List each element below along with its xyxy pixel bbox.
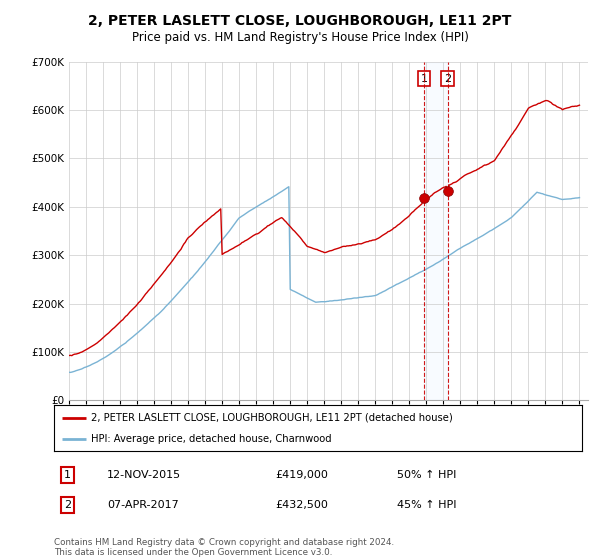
Text: £419,000: £419,000 (276, 470, 329, 480)
Text: 2: 2 (444, 73, 451, 83)
Text: £432,500: £432,500 (276, 500, 329, 510)
Text: 2, PETER LASLETT CLOSE, LOUGHBOROUGH, LE11 2PT: 2, PETER LASLETT CLOSE, LOUGHBOROUGH, LE… (88, 14, 512, 28)
Text: 2: 2 (64, 500, 71, 510)
Text: 07-APR-2017: 07-APR-2017 (107, 500, 179, 510)
Text: 45% ↑ HPI: 45% ↑ HPI (397, 500, 457, 510)
Text: 50% ↑ HPI: 50% ↑ HPI (397, 470, 457, 480)
Text: Contains HM Land Registry data © Crown copyright and database right 2024.
This d: Contains HM Land Registry data © Crown c… (54, 538, 394, 557)
Text: HPI: Average price, detached house, Charnwood: HPI: Average price, detached house, Char… (91, 435, 332, 444)
Text: 1: 1 (64, 470, 71, 480)
Text: Price paid vs. HM Land Registry's House Price Index (HPI): Price paid vs. HM Land Registry's House … (131, 31, 469, 44)
Text: 1: 1 (421, 73, 428, 83)
Bar (424, 62, 448, 400)
Text: 12-NOV-2015: 12-NOV-2015 (107, 470, 181, 480)
Text: 2, PETER LASLETT CLOSE, LOUGHBOROUGH, LE11 2PT (detached house): 2, PETER LASLETT CLOSE, LOUGHBOROUGH, LE… (91, 413, 453, 423)
